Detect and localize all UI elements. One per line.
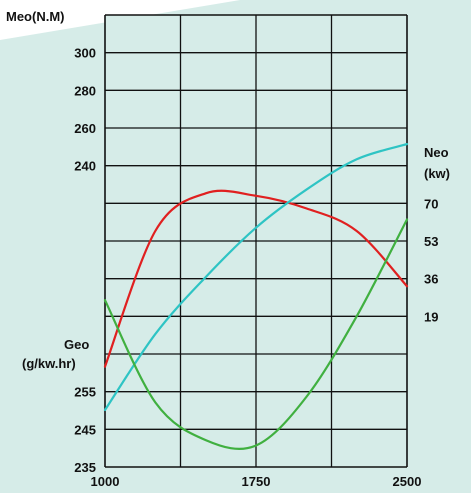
torque-tick-labels: 300 280 260 240 [74,46,96,174]
consumption-tick-label: 235 [74,460,96,475]
x-tick-label: 1000 [91,474,120,489]
grid-lines [104,14,408,468]
consumption-tick-labels: 255 245 235 [74,385,96,475]
torque-tick-label: 280 [74,83,96,98]
power-tick-label: 70 [424,196,438,211]
power-tick-label: 19 [424,309,438,324]
torque-tick-label: 260 [74,121,96,136]
x-tick-labels: 1000 1750 2500 [91,474,422,489]
consumption-axis-unit: (g/kw.hr) [22,356,76,371]
consumption-tick-label: 255 [74,385,96,400]
power-axis-title: Neo [424,145,449,160]
consumption-axis-title: Geo [64,337,89,352]
consumption-series-line [103,218,409,450]
power-series-line [103,143,409,412]
series-layer [103,143,409,450]
torque-tick-label: 240 [74,159,96,174]
torque-series-line [103,189,409,368]
power-axis-unit: (kw) [424,166,450,181]
x-tick-label: 1750 [242,474,271,489]
consumption-tick-label: 245 [74,422,96,437]
power-tick-label: 36 [424,272,438,287]
power-tick-label: 53 [424,234,438,249]
torque-axis-title: Meo(N.M) [6,9,65,24]
x-tick-label: 2500 [393,474,422,489]
power-tick-labels: 70 53 36 19 [424,196,438,324]
torque-tick-label: 300 [74,46,96,61]
